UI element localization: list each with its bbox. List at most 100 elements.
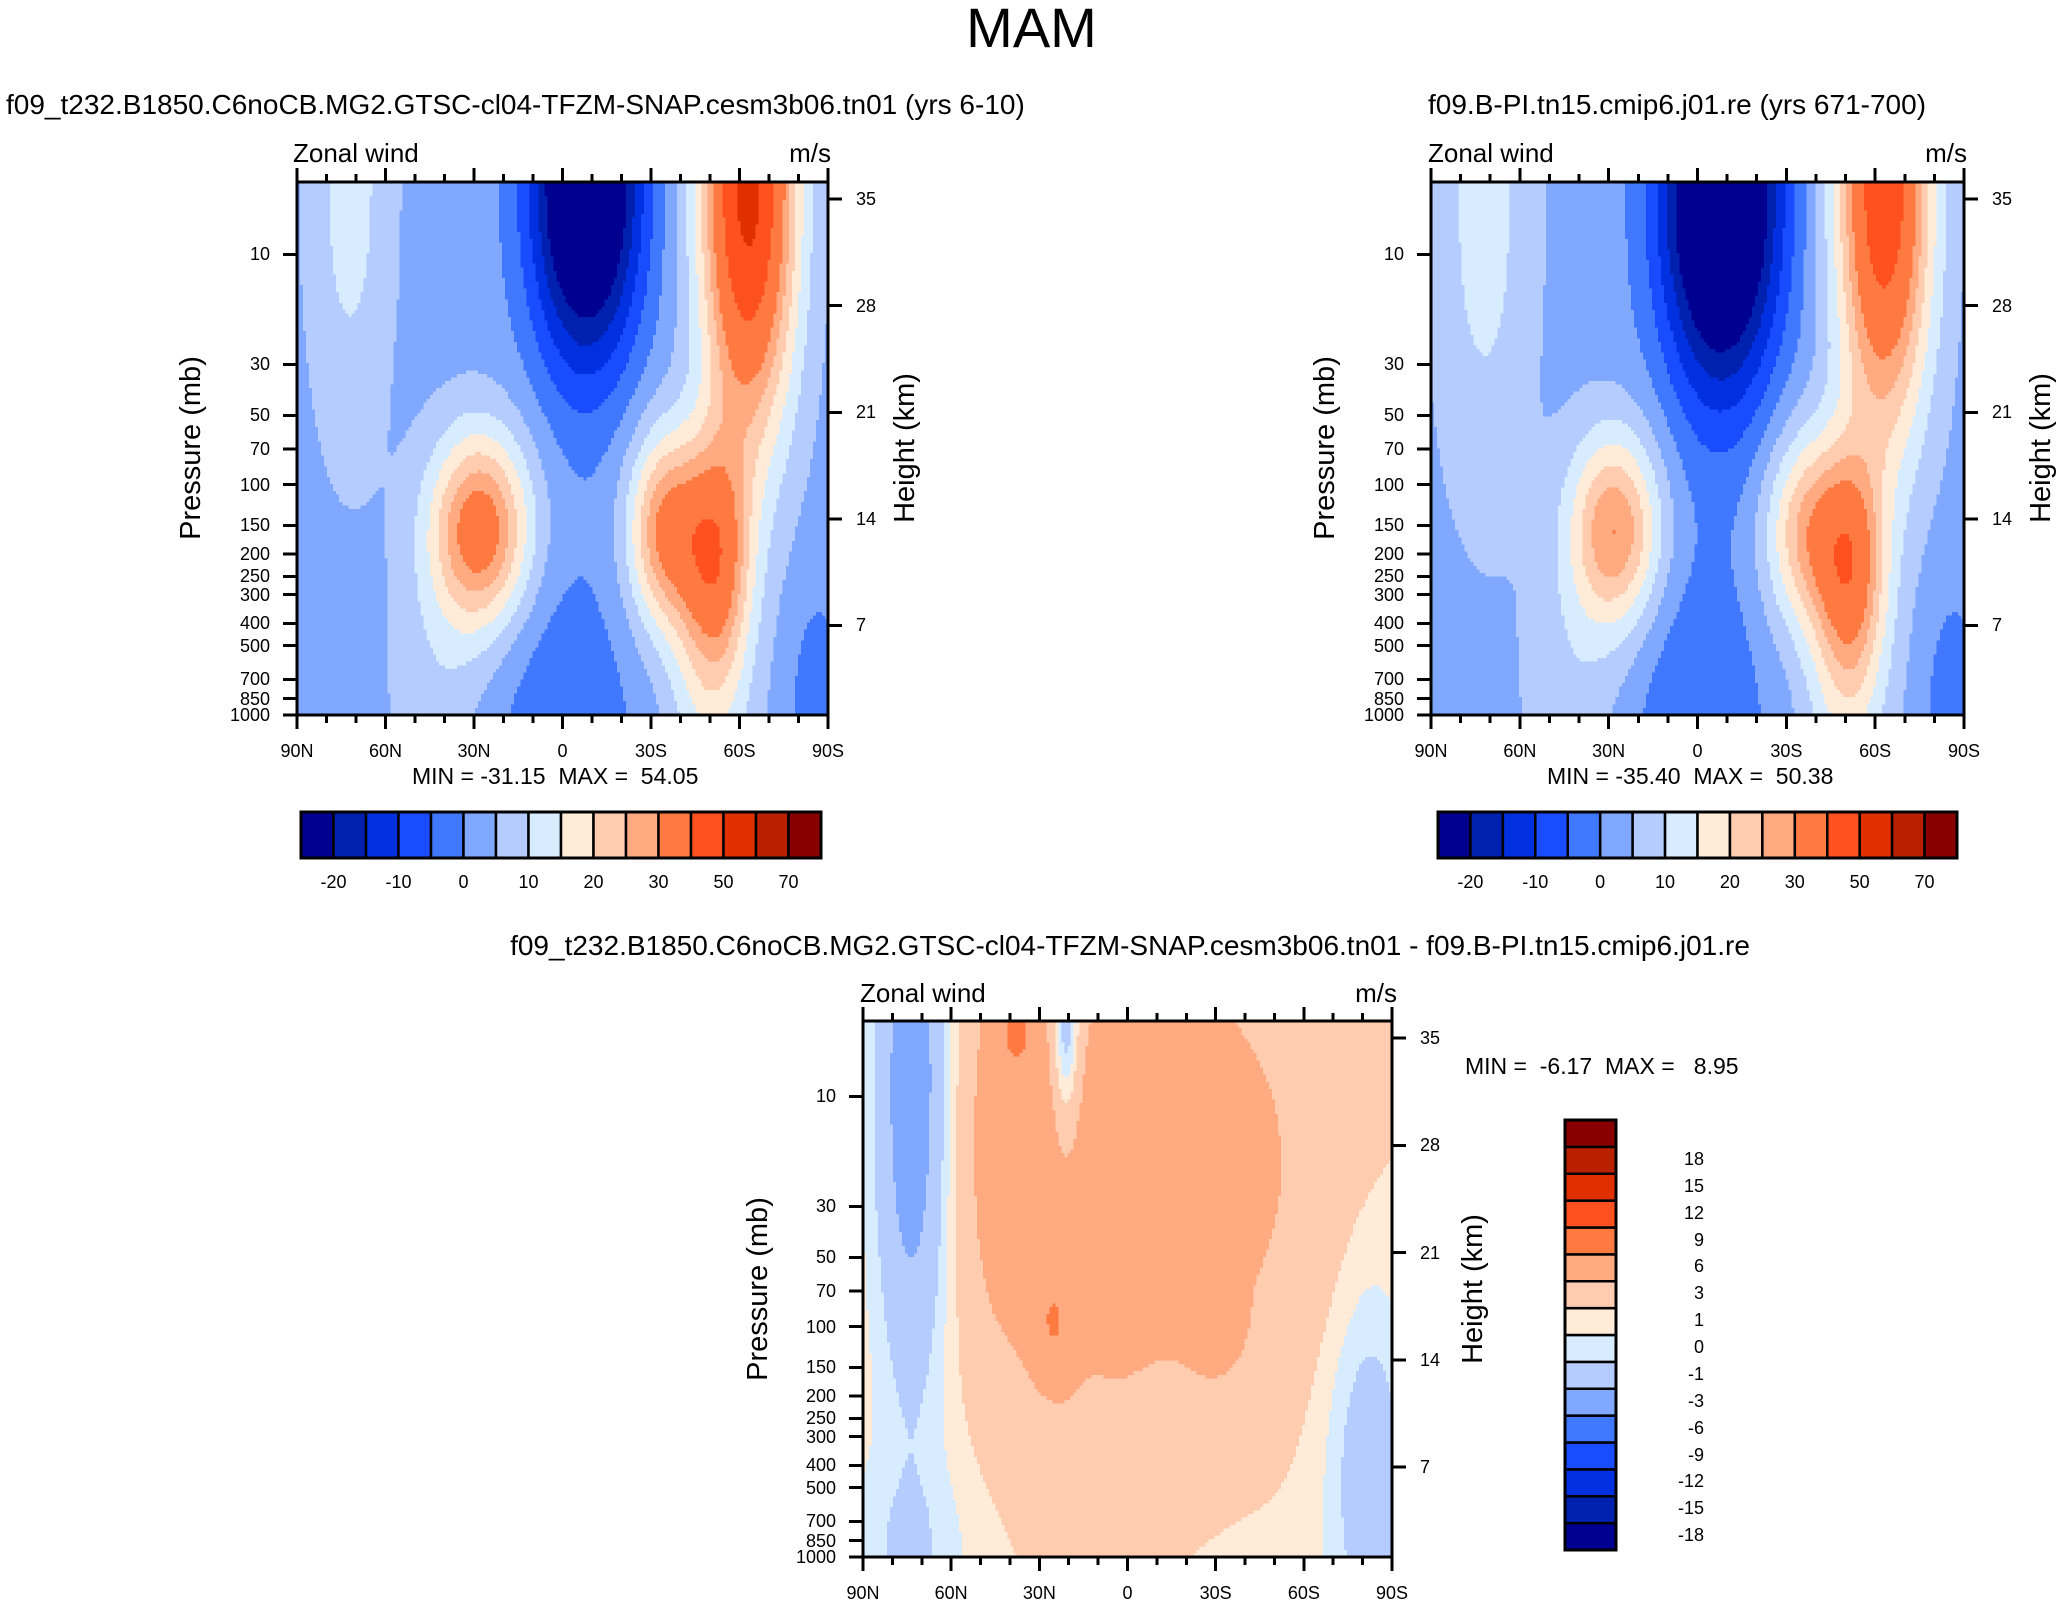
panel1-y2-axis-label: Height (km): [889, 373, 921, 523]
contour-band: [752, 665, 772, 670]
contour-band: [719, 562, 736, 567]
contour-band: [1815, 338, 1829, 343]
contour-band: [523, 274, 537, 279]
contour-band: [689, 292, 699, 297]
contour-band: [788, 306, 799, 311]
contour-band: [791, 366, 805, 372]
contour-band: [1676, 189, 1768, 194]
contour-band: [538, 455, 567, 460]
contour-band: [1540, 359, 1647, 364]
contour-band: [1803, 292, 1817, 297]
contour-band: [740, 579, 748, 585]
contour-band: [1509, 221, 1547, 226]
contour-band: [659, 309, 678, 315]
contour-band: [737, 533, 745, 539]
contour-band: [1854, 313, 1865, 318]
contour-band: [1667, 306, 1681, 311]
contour-band: [514, 334, 537, 340]
contour-band: [1824, 210, 1835, 215]
contour-band: [399, 274, 503, 279]
contour-band: [523, 498, 537, 503]
contour-band: [1815, 309, 1829, 315]
contour-band: [812, 206, 829, 212]
contour-band: [800, 285, 811, 290]
contour-band: [674, 583, 736, 588]
contour-band: [1770, 331, 1783, 336]
contour-band: [1927, 327, 1941, 332]
contour-band: [770, 462, 787, 467]
contour-band: [758, 405, 772, 411]
contour-band: [1509, 242, 1547, 247]
contour-band: [631, 217, 642, 222]
contour-band: [517, 441, 537, 446]
contour-band: [297, 469, 328, 475]
contour-band: [508, 306, 531, 311]
contour-band: [441, 384, 503, 389]
contour-band: [1667, 182, 1678, 187]
contour-band: [598, 309, 618, 315]
contour-band: [809, 281, 829, 286]
contour-band: [649, 242, 666, 247]
contour-band: [656, 466, 675, 471]
contour-band: [300, 217, 331, 222]
contour-band: [369, 213, 401, 219]
contour-band: [1827, 281, 1838, 286]
contour-band: [1921, 238, 1929, 244]
contour-band: [541, 238, 552, 244]
contour-band: [649, 249, 663, 254]
contour-band: [713, 302, 721, 308]
contour-band: [653, 686, 672, 691]
contour-band: [653, 206, 666, 212]
contour-band: [399, 253, 503, 258]
contour-band: [1864, 189, 1905, 194]
contour-band: [737, 555, 745, 560]
contour-band: [1824, 224, 1835, 229]
contour-band: [791, 540, 829, 546]
contour-band: [713, 221, 727, 226]
contour-band: [701, 203, 709, 208]
contour-band: [649, 260, 663, 265]
contour-band: [1773, 235, 1783, 240]
contour-band: [815, 423, 829, 428]
contour-band: [1806, 185, 1817, 190]
contour-band: [517, 203, 531, 208]
contour-band: [713, 224, 727, 229]
contour-band: [462, 480, 497, 485]
contour-band: [1891, 274, 1914, 279]
contour-band: [1851, 359, 1862, 364]
contour-band: [613, 537, 627, 542]
contour-band: [393, 373, 458, 379]
contour-band: [800, 238, 814, 244]
contour-band: [713, 313, 724, 318]
contour-band: [671, 601, 687, 606]
contour-band: [767, 700, 796, 706]
contour-band: [731, 604, 739, 610]
contour-band: [387, 661, 440, 666]
contour-band: [1664, 285, 1674, 290]
contour-band: [1679, 256, 1765, 261]
contour-band: [508, 537, 518, 542]
contour-band: [707, 324, 718, 329]
contour-band: [785, 263, 796, 268]
contour-band: [1788, 302, 1805, 308]
contour-band: [698, 388, 712, 393]
contour-band: [719, 530, 739, 535]
contour-band: [1776, 185, 1787, 190]
contour-band: [631, 476, 642, 482]
contour-band: [1851, 210, 1868, 215]
contour-band: [1431, 249, 1462, 254]
contour-band: [438, 523, 449, 528]
contour-band: [1900, 228, 1917, 233]
contour-band: [297, 370, 310, 375]
contour-band: [1488, 352, 1544, 357]
contour-band: [369, 199, 404, 205]
contour-band: [1461, 245, 1511, 251]
contour-band: [426, 398, 512, 403]
contour-band: [300, 210, 331, 215]
contour-band: [544, 359, 567, 364]
contour-band: [1912, 363, 1926, 368]
contour-band: [719, 427, 748, 432]
contour-band: [758, 523, 775, 528]
contour-band: [450, 423, 506, 428]
contour-band: [689, 608, 730, 613]
